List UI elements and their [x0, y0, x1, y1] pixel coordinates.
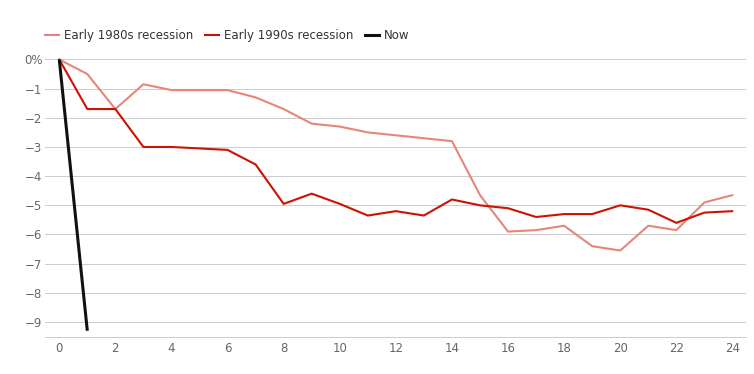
Legend: Early 1980s recession, Early 1990s recession, Now: Early 1980s recession, Early 1990s reces…: [45, 29, 409, 42]
